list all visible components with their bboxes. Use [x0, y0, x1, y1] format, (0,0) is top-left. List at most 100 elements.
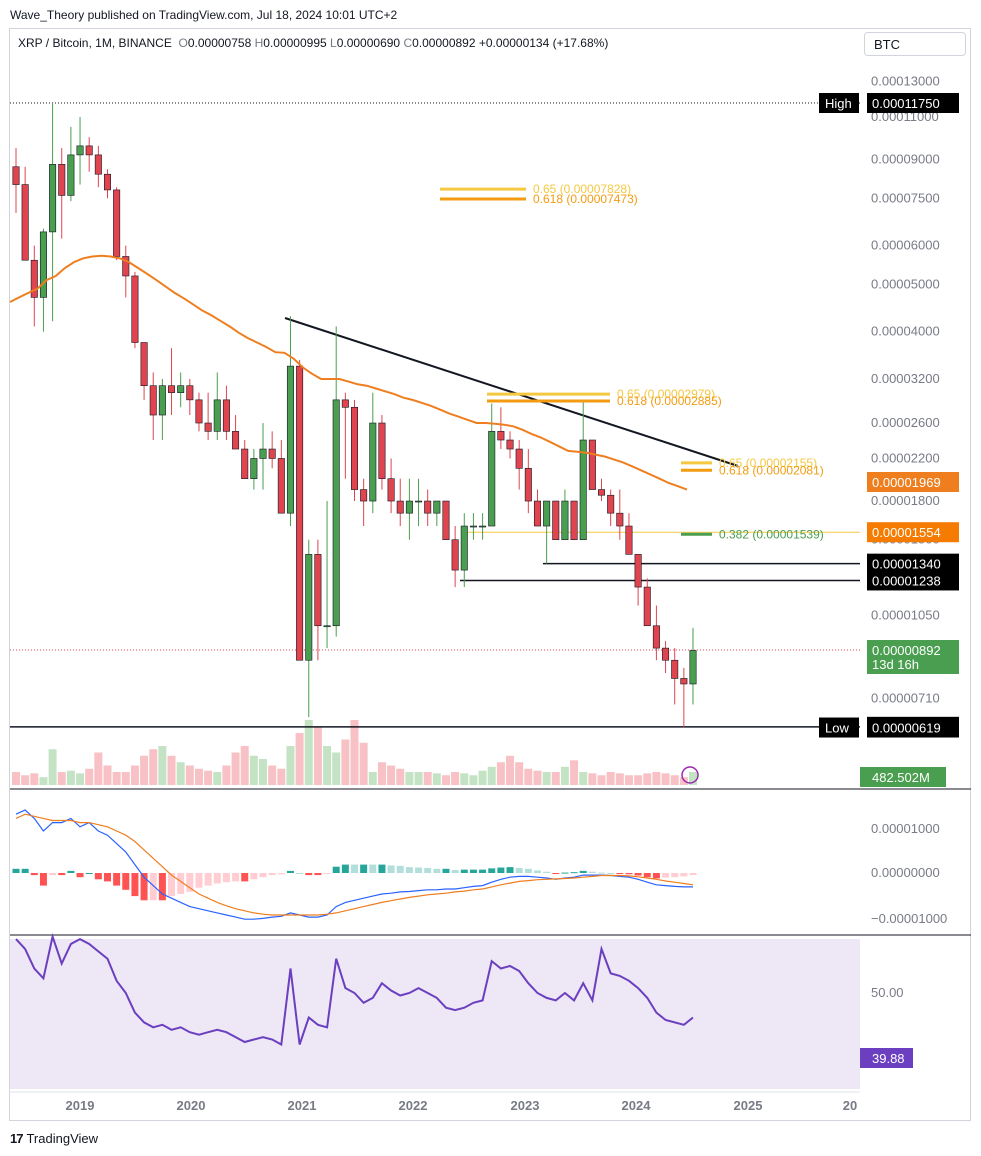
macd-histogram-bar	[85, 873, 93, 874]
currency-button[interactable]: BTC	[864, 32, 966, 56]
candle-body	[149, 385, 157, 416]
candle-body	[195, 399, 203, 424]
volume-bar	[368, 772, 377, 785]
price-axis-tick: 0.00007500	[871, 190, 940, 205]
macd-histogram-bar	[168, 873, 176, 897]
candle-body	[415, 500, 423, 503]
macd-histogram-bar	[625, 873, 633, 875]
rsi-band	[10, 939, 860, 1089]
macd-histogram-bar	[433, 868, 441, 873]
volume-bar	[323, 746, 332, 785]
volume-bar	[542, 772, 551, 785]
price-axis-tick: 0.00013000	[871, 74, 940, 89]
volume-bar	[487, 766, 496, 785]
price-axis-tick: 0.00005000	[871, 276, 940, 291]
macd-histogram-bar	[305, 873, 313, 876]
volume-bar	[66, 770, 75, 785]
high-label: H	[254, 36, 264, 50]
fib-3-label: 0.65 (0.00002979)	[617, 387, 715, 401]
macd-histogram-bar	[497, 867, 505, 873]
volume-bar	[39, 777, 48, 785]
macd-histogram-bar	[286, 870, 294, 873]
price-0.00001238-value: 0.00001238	[872, 573, 941, 588]
volume-bar	[478, 770, 487, 785]
candle-body	[131, 275, 139, 343]
macd-axis-tick: 0.00000000	[871, 865, 940, 880]
candle-body	[94, 154, 102, 175]
candle-body	[177, 385, 185, 393]
price-axis-tick: 0.00002200	[871, 450, 940, 465]
macd-histogram-bar	[21, 868, 29, 873]
candle-body	[332, 399, 340, 627]
candle-body	[543, 500, 551, 527]
time-axis-tick: 2022	[399, 1098, 428, 1113]
candle-body	[625, 525, 633, 555]
close-value: 0.00000892	[412, 36, 476, 50]
candle-body	[405, 500, 413, 514]
candle-body	[442, 500, 450, 541]
tradingview-brand[interactable]: 17 TradingView	[10, 1131, 98, 1146]
volume-bar	[634, 775, 643, 785]
candle-body	[360, 489, 368, 502]
candle-body	[451, 539, 459, 571]
candle-body	[515, 448, 523, 469]
candle-body	[533, 500, 541, 527]
last-price-countdown: 13d 16h	[872, 657, 919, 672]
volume-bar	[30, 773, 39, 785]
volume-bar	[313, 726, 322, 785]
rsi-line	[15, 932, 694, 1047]
time-axis-tick: 2020	[177, 1098, 206, 1113]
candle-body	[460, 525, 468, 571]
macd-histogram-bar	[680, 873, 688, 877]
volume-bar	[185, 765, 194, 785]
macd-histogram-bar	[250, 873, 258, 880]
candle-body	[497, 431, 505, 441]
signal-line	[15, 813, 694, 916]
candle-body	[479, 525, 487, 528]
macd-histogram-bar	[49, 873, 57, 876]
macd-histogram-bar	[158, 873, 166, 901]
volume-bar	[350, 720, 359, 785]
volume-bar	[606, 772, 615, 785]
macd-histogram-bar	[30, 873, 38, 876]
time-axis-tick: 2024	[622, 1098, 652, 1113]
candle-body	[652, 625, 660, 649]
candle-body	[241, 448, 249, 479]
macd-histogram-bar	[323, 873, 331, 874]
macd-histogram-bar	[268, 873, 276, 876]
time-axis-tick: 2019	[66, 1098, 95, 1113]
volume-bar	[158, 746, 167, 785]
candle-body	[616, 512, 624, 527]
macd-axis-tick: −0.00001000	[871, 911, 947, 926]
candle-body	[570, 500, 578, 541]
candle-body	[643, 586, 651, 627]
ohlc-legend: XRP / Bitcoin, 1M, BINANCE O0.00000758 H…	[18, 36, 608, 50]
last-price-box	[867, 640, 959, 674]
volume-bar	[140, 755, 149, 785]
volume-bar	[21, 775, 30, 785]
volume-bar	[441, 775, 450, 785]
volume-bar	[94, 752, 103, 785]
price-0.00001340-box	[867, 553, 959, 574]
macd-histogram-bar	[369, 864, 377, 873]
candle-body	[433, 500, 441, 514]
macd-histogram-bar	[662, 873, 670, 878]
candle-body	[12, 166, 20, 185]
candle-body	[680, 678, 688, 685]
macd-histogram-bar	[204, 873, 212, 886]
price-axis-tick: 0.00004000	[871, 324, 940, 339]
low-label-text: Low	[825, 721, 849, 736]
candle-body	[259, 448, 267, 459]
candle-body	[561, 500, 569, 541]
macd-histogram-bar	[460, 869, 468, 873]
macd-histogram-bar	[396, 865, 404, 873]
macd-histogram-bar	[598, 872, 606, 874]
candle-body	[103, 173, 111, 191]
macd-histogram-bar	[177, 873, 185, 894]
volume-bar	[579, 772, 588, 785]
low-value: 0.00000690	[336, 36, 401, 50]
chart-frame	[9, 28, 971, 1121]
macd-histogram-bar	[689, 873, 697, 876]
macd-histogram-bar	[671, 873, 679, 878]
